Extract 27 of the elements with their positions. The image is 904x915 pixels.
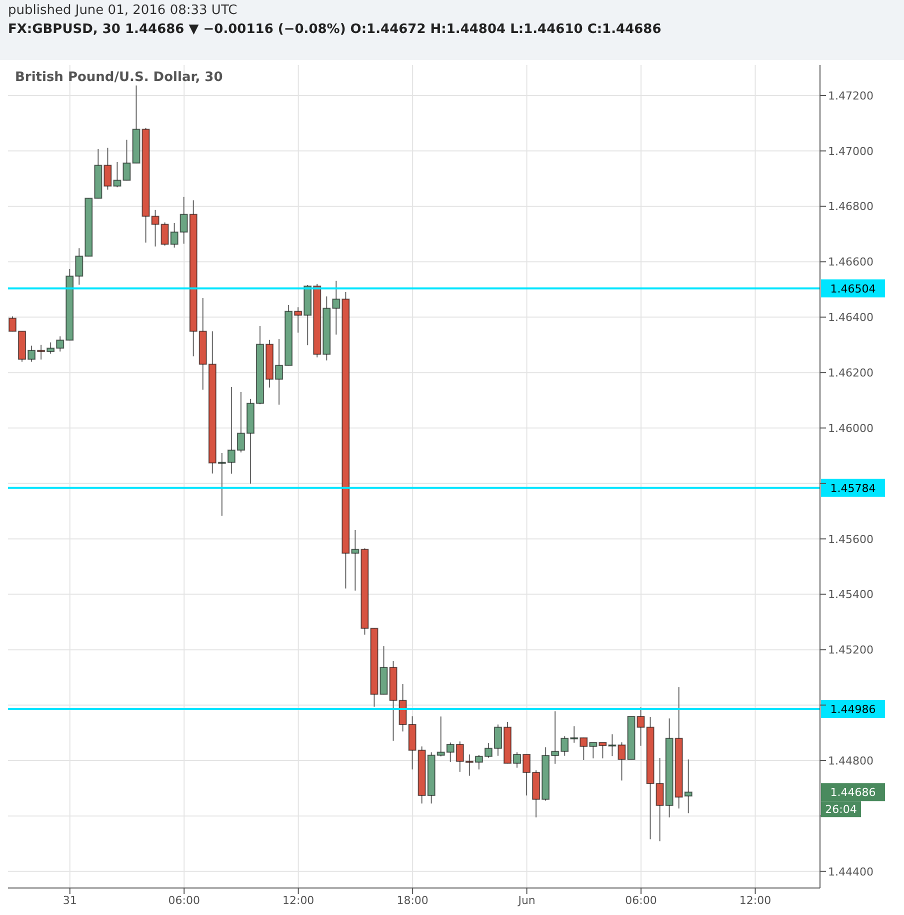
ref-line-label: 1.45784 (830, 482, 876, 495)
y-tick-label: 1.46800 (828, 200, 874, 214)
x-tick-label: 12:00 (282, 894, 314, 907)
y-tick-label: 1.45400 (828, 588, 874, 602)
x-tick-label: 06:00 (625, 894, 657, 907)
y-tick-label: 1.46000 (828, 422, 874, 435)
ref-line-label: 1.46504 (830, 282, 876, 296)
ref-line-label: 1.44986 (830, 702, 876, 716)
chart-subtitle: FX:GBPUSD, 30 1.44686 ▼ −0.00116 (−0.08%) O:1.44672 H:1.44804 L:1.44610 C:1.44686 (8, 22, 662, 37)
y-tick-label: 1.46400 (828, 311, 874, 324)
y-tick-label: 1.46600 (828, 256, 874, 269)
x-tick-label: 31 (62, 894, 77, 907)
y-tick-label: 1.45200 (828, 644, 874, 657)
chart-title: British Pound/U.S. Dollar, 30 (15, 70, 223, 85)
x-tick-label: 12:00 (739, 894, 772, 907)
text: 1.44686 (830, 786, 876, 800)
y-tick-label: 1.45600 (828, 532, 874, 546)
y-tick-label: 1.44800 (828, 754, 874, 768)
text: published June 01, 2016 08:33 UTC (8, 3, 238, 18)
x-tick-label: 18:00 (396, 894, 428, 907)
x-tick-label: Jun (517, 894, 536, 907)
text: 26:04 (825, 803, 857, 816)
y-tick-label: 1.46200 (828, 366, 874, 380)
y-tick-label: 1.44400 (828, 865, 874, 878)
x-tick-label: 06:00 (168, 894, 200, 907)
y-tick-label: 1.47200 (828, 89, 874, 102)
y-tick-label: 1.47000 (828, 144, 874, 158)
